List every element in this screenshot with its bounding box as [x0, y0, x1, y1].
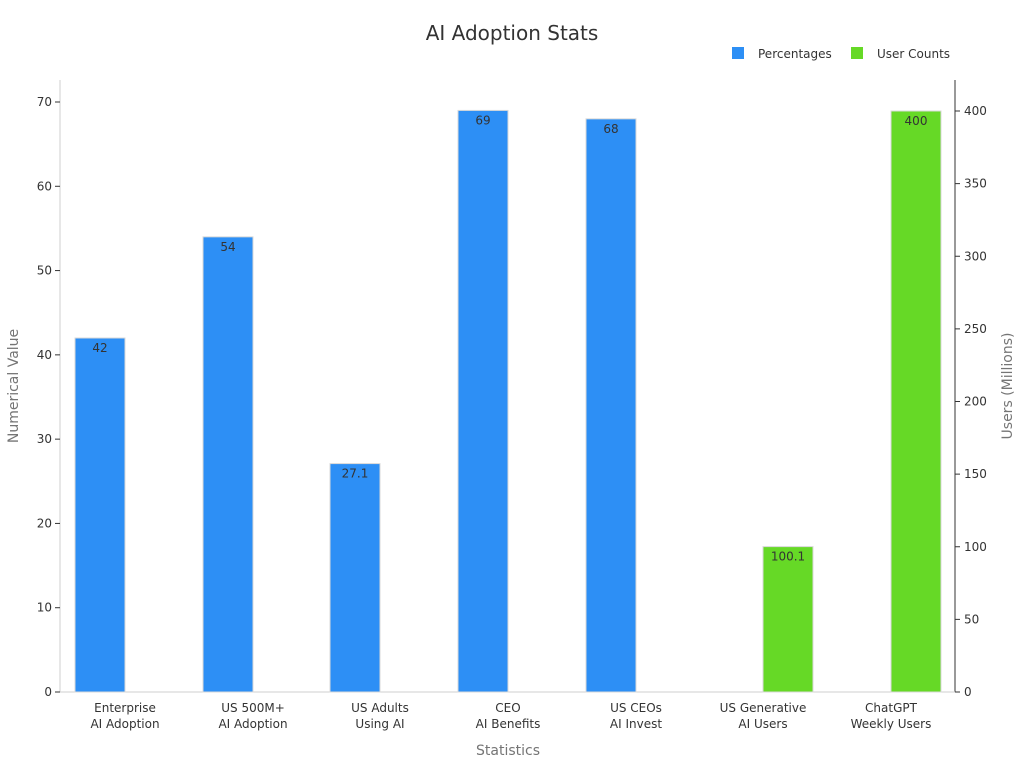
legend: Percentages User Counts	[732, 47, 950, 61]
y2-tick-label: 50	[964, 612, 979, 626]
y2-tick-label: 350	[964, 177, 987, 191]
y-tick-label: 40	[37, 348, 52, 362]
legend-label-percentages: Percentages	[758, 47, 832, 61]
y-axis-title: Numerical Value	[6, 329, 22, 443]
x-tick-label: Enterprise AI Adoption	[90, 701, 159, 731]
bar-percentages	[585, 118, 637, 693]
x-tick-label: US 500M+ AI Adoption	[218, 701, 287, 731]
y-tick-label: 50	[37, 264, 52, 278]
data-label: 27.1	[342, 467, 369, 481]
data-label: 42	[92, 341, 107, 355]
bar-percentages	[202, 236, 254, 693]
y2-axis-title: Users (Millions)	[1000, 333, 1016, 440]
bar-percentages	[329, 463, 381, 693]
legend-swatch-percentages	[732, 47, 744, 59]
data-labels: 42 54 27.1 69 68 100.1 400	[92, 113, 927, 563]
y2-tick-label: 100	[964, 540, 987, 554]
legend-swatch-user-counts	[851, 47, 863, 59]
data-label: 100.1	[771, 550, 805, 564]
bars	[74, 109, 942, 693]
y2-tick-label: 250	[964, 322, 987, 336]
y-tick-label: 70	[37, 95, 52, 109]
data-label: 68	[603, 122, 618, 136]
x-axis-title: Statistics	[476, 743, 540, 759]
x-tick-label: US Adults Using AI	[351, 701, 409, 731]
data-label: 400	[905, 114, 928, 128]
data-label: 69	[475, 113, 490, 127]
y2-tick-label: 300	[964, 249, 987, 263]
bar-percentages	[457, 109, 509, 693]
x-tick-label: US Generative AI Users	[720, 701, 807, 731]
y-tick-label: 10	[37, 601, 52, 615]
y-tick-label: 20	[37, 516, 52, 530]
x-tick-label: ChatGPT Weekly Users	[851, 701, 932, 731]
legend-label-user-counts: User Counts	[877, 47, 950, 61]
data-label: 54	[220, 240, 235, 254]
x-tick-label: US CEOs AI Invest	[610, 701, 662, 731]
y2-tick-label: 200	[964, 395, 987, 409]
chart-title: AI Adoption Stats	[426, 21, 599, 45]
y-tick-label: 60	[37, 179, 52, 193]
bar-percentages	[74, 337, 126, 693]
y2-tick-label: 400	[964, 104, 987, 118]
y2-tick-label: 150	[964, 467, 987, 481]
bar-user-counts	[890, 110, 942, 693]
y2-tick-label: 0	[964, 685, 972, 699]
x-tick-label: CEO AI Benefits	[476, 701, 541, 731]
y-tick-label: 30	[37, 432, 52, 446]
y-tick-label: 0	[44, 685, 52, 699]
bar-user-counts	[762, 546, 814, 693]
axes: 0 10 20 30 40 50 60 70 0 50 100 150 200 250 300 350 400 E…	[37, 80, 987, 731]
